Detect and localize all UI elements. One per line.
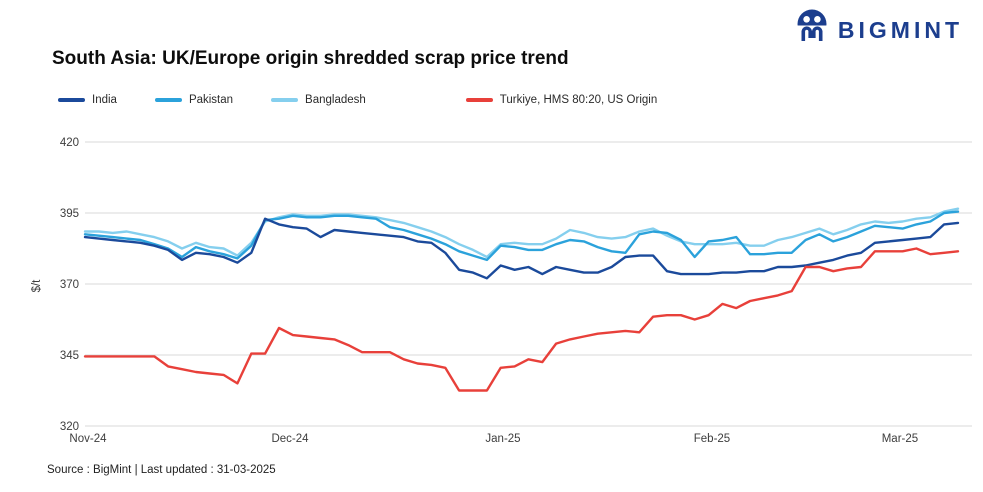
series-line-turkiye-hms-80-20-us-origin bbox=[83, 247, 960, 392]
source-note: Source : BigMint | Last updated : 31-03-… bbox=[47, 464, 276, 476]
x-tick-label-Nov-24: Nov-24 bbox=[69, 433, 107, 445]
legend-label-india: India bbox=[92, 94, 117, 106]
legend-label-bangladesh: Bangladesh bbox=[305, 94, 366, 106]
india-line-swatch bbox=[58, 98, 85, 102]
y-tick-label-370: 370 bbox=[60, 279, 79, 291]
series-line-india bbox=[83, 217, 960, 280]
bangladesh-line-swatch bbox=[271, 98, 299, 102]
series-line-bangladesh bbox=[83, 207, 960, 259]
turkiye-line-swatch bbox=[465, 98, 493, 102]
price-trend-line-chart: 320 345 370 395 420 $/t Nov-24 Dec-24 Jan-25 Feb-… bbox=[31, 137, 972, 445]
chart-legend: India Pakistan Bangladesh Turkiye, HMS 8… bbox=[58, 94, 695, 106]
y-tick-label-395: 395 bbox=[60, 208, 79, 220]
pakistan-line-swatch bbox=[154, 98, 182, 102]
bigmint-logo-text: BIGMINT bbox=[837, 17, 963, 43]
legend-item-bangladesh: Bangladesh bbox=[271, 94, 366, 106]
x-tick-label-Jan-25: Jan-25 bbox=[485, 433, 520, 445]
legend-item-pakistan: Pakistan bbox=[154, 94, 234, 106]
x-tick-label-Feb-25: Feb-25 bbox=[694, 433, 730, 445]
y-tick-label-320: 320 bbox=[60, 421, 79, 433]
y-tick-label-420: 420 bbox=[60, 137, 79, 149]
y-axis-label: $/t bbox=[31, 279, 43, 293]
bigmint-logo: BIGMINT bbox=[795, 9, 963, 52]
bigmint-logo-icon bbox=[795, 9, 829, 52]
legend-label-turkiye: Turkiye, HMS 80:20, US Origin bbox=[499, 94, 658, 106]
legend-item-turkiye: Turkiye, HMS 80:20, US Origin bbox=[465, 94, 658, 106]
y-tick-label-345: 345 bbox=[60, 350, 79, 362]
legend-item-india: India bbox=[58, 94, 117, 106]
series-line-pakistan bbox=[83, 210, 960, 262]
legend-label-pakistan: Pakistan bbox=[188, 94, 234, 106]
x-tick-label-Mar-25: Mar-25 bbox=[882, 433, 918, 445]
chart-title: South Asia: UK/Europe origin shredded sc… bbox=[52, 48, 569, 69]
x-tick-label-Dec-24: Dec-24 bbox=[271, 433, 309, 445]
